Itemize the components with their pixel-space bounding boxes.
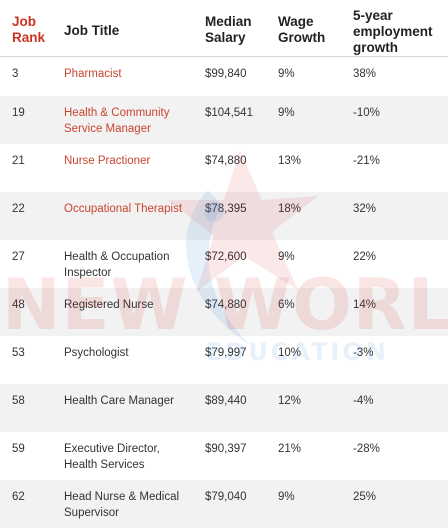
table-header: Job Rank Job Title Median Salary Wage Gr… bbox=[0, 0, 448, 57]
job-title-cell: Psychologist bbox=[54, 336, 201, 384]
header-job-rank: Job Rank bbox=[12, 14, 46, 45]
salary-cell: $79,997 bbox=[205, 346, 247, 359]
table-row: 27 Health & Occupation Inspector $72,600 9%… bbox=[0, 240, 448, 288]
table-row: 21 Nurse Practioner $74,880 13% -21% bbox=[0, 144, 448, 192]
job-title-cell: Nurse Practioner bbox=[54, 144, 201, 192]
rank-cell: 27 bbox=[12, 250, 25, 263]
employment-growth-cell: 14% bbox=[353, 298, 377, 311]
table-row: 48 Registered Nurse $74,880 6% 14% bbox=[0, 287, 448, 336]
salary-cell: $104,541 bbox=[205, 106, 253, 119]
header-employment-growth: 5-year employment growth bbox=[353, 8, 433, 55]
header-median-salary: Median Salary bbox=[205, 14, 252, 45]
table-row: 19 Health & Community Service Manager $104… bbox=[0, 95, 448, 144]
job-title-cell: Registered Nurse bbox=[54, 288, 201, 336]
job-title-cell: Occupational Therapist bbox=[54, 192, 201, 240]
wage-growth-cell: 13% bbox=[278, 154, 302, 167]
rank-cell: 59 bbox=[12, 442, 25, 455]
job-title-text: Psychologist bbox=[64, 346, 129, 359]
job-title-link[interactable]: Nurse Practioner bbox=[64, 154, 151, 167]
job-title-cell: Head Nurse & Medical Supervisor bbox=[54, 480, 201, 528]
wage-growth-cell: 9% bbox=[278, 490, 295, 503]
wage-growth-cell: 21% bbox=[278, 442, 302, 455]
salary-cell: $79,040 bbox=[205, 490, 247, 503]
employment-growth-cell: 22% bbox=[353, 250, 377, 263]
table-row: 59 Executive Director, Health Services $90… bbox=[0, 432, 448, 480]
wage-growth-cell: 12% bbox=[278, 394, 302, 407]
wage-growth-cell: 9% bbox=[278, 106, 295, 119]
job-title-link[interactable]: Pharmacist bbox=[64, 68, 122, 80]
job-title-link[interactable]: Health & Community Service Manager bbox=[64, 106, 170, 135]
employment-growth-cell: -10% bbox=[353, 106, 380, 119]
wage-growth-cell: 9% bbox=[278, 250, 295, 263]
employment-growth-cell: 32% bbox=[353, 202, 377, 215]
employment-growth-cell: -28% bbox=[353, 442, 380, 455]
wage-growth-cell: 18% bbox=[278, 202, 302, 215]
rank-cell: 62 bbox=[12, 490, 25, 503]
employment-growth-cell: -4% bbox=[353, 394, 374, 407]
rank-cell: 53 bbox=[12, 346, 25, 359]
salary-cell: $78,395 bbox=[205, 202, 247, 215]
job-title-text: Registered Nurse bbox=[64, 298, 154, 311]
header-job-title: Job Title bbox=[64, 23, 120, 38]
salary-cell: $90,397 bbox=[205, 442, 247, 455]
rank-cell: 22 bbox=[12, 202, 25, 215]
job-title-text: Health & Occupation Inspector bbox=[64, 250, 170, 279]
wage-growth-cell: 10% bbox=[278, 346, 302, 359]
job-title-cell: Health & Community Service Manager bbox=[54, 96, 201, 144]
table-row: 22 Occupational Therapist $78,395 18% 32% bbox=[0, 191, 448, 240]
salary-cell: $72,600 bbox=[205, 250, 247, 263]
salary-cell: $74,880 bbox=[205, 298, 247, 311]
job-title-text: Health Care Manager bbox=[64, 394, 174, 407]
rank-cell: 3 bbox=[12, 68, 19, 80]
employment-growth-cell: 25% bbox=[353, 490, 377, 503]
salary-cell: $74,880 bbox=[205, 154, 247, 167]
jobs-table-page: Job Rank Job Title Median Salary Wage Gr… bbox=[0, 8, 448, 528]
job-title-link[interactable]: Occupational Therapist bbox=[64, 202, 183, 215]
rank-cell: 21 bbox=[12, 154, 25, 167]
rank-cell: 48 bbox=[12, 298, 25, 311]
table-row: 3 Pharmacist $99,840 9% 38% bbox=[0, 57, 448, 96]
rank-cell: 19 bbox=[12, 106, 25, 119]
employment-growth-cell: -21% bbox=[353, 154, 380, 167]
rank-cell: 58 bbox=[12, 394, 25, 407]
table-row: 53 Psychologist $79,997 10% -3% bbox=[0, 336, 448, 384]
job-title-cell: Health & Occupation Inspector bbox=[54, 240, 201, 288]
employment-growth-cell: -3% bbox=[353, 346, 374, 359]
employment-growth-cell: 38% bbox=[353, 68, 377, 80]
job-title-cell: Executive Director, Health Services bbox=[54, 432, 201, 480]
job-title-text: Head Nurse & Medical Supervisor bbox=[64, 490, 180, 519]
table-body: 3 Pharmacist $99,840 9% 38% 19 Health & Commun… bbox=[0, 57, 448, 528]
job-title-cell: Health Care Manager bbox=[54, 384, 201, 432]
job-title-cell: Pharmacist bbox=[54, 57, 201, 96]
wage-growth-cell: 6% bbox=[278, 298, 295, 311]
wage-growth-cell: 9% bbox=[278, 68, 295, 80]
table-row: 62 Head Nurse & Medical Supervisor $79,040… bbox=[0, 479, 448, 528]
table-row: 58 Health Care Manager $89,440 12% -4% bbox=[0, 383, 448, 432]
salary-cell: $89,440 bbox=[205, 394, 247, 407]
header-wage-growth: Wage Growth bbox=[278, 14, 326, 45]
job-title-text: Executive Director, Health Services bbox=[64, 442, 160, 471]
salary-cell: $99,840 bbox=[205, 68, 247, 80]
